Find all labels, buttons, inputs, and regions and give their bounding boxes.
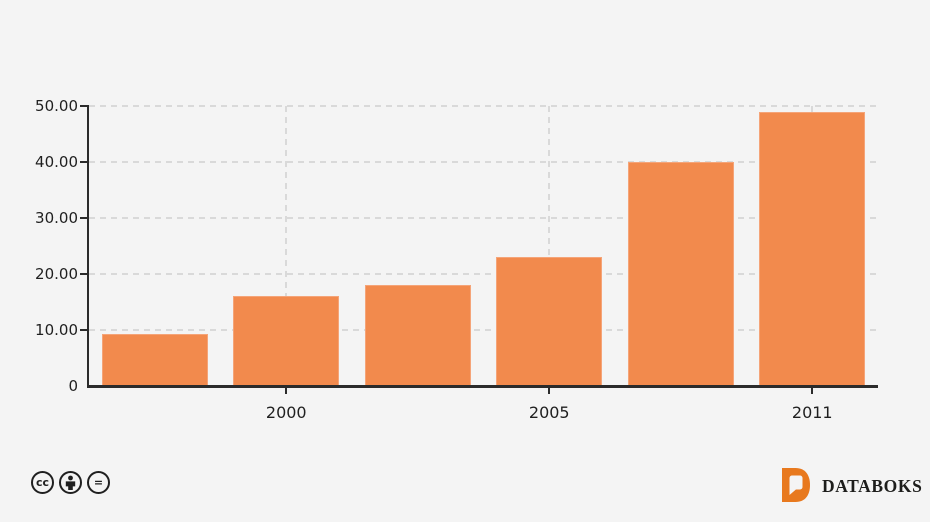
plot-area [87,105,878,388]
databoks-logo-icon [782,468,810,502]
y-axis-label-20: 20.00 [35,265,78,283]
y-axis-label-50: 50.00 [35,97,78,115]
y-axis-label-0: 0 [68,377,78,395]
bar-1[interactable] [101,334,208,386]
attribution-person-icon [59,471,82,494]
creative-commons-icon: cc [31,471,54,494]
equal-sign-icon: = [87,471,110,494]
x-axis-line [87,385,878,388]
y-tick-40 [80,161,88,163]
x-tick-2005 [548,387,551,394]
gridline-h-10 [89,329,878,331]
x-axis-label-2000: 2000 [265,403,307,422]
bar-5[interactable] [627,162,734,386]
y-tick-10 [80,329,88,331]
y-tick-30 [80,217,88,219]
bar-4[interactable] [496,257,603,386]
x-tick-2000 [285,387,288,394]
gridline-h-50 [89,105,878,107]
databoks-logo[interactable]: DATABOKS [779,466,922,504]
y-axis-label-10: 10.00 [35,321,78,339]
x-tick-2011 [811,387,814,394]
bar-6[interactable] [759,111,866,386]
license-icons: cc = [31,471,110,494]
bar-3[interactable] [364,285,471,386]
y-axis-label-40: 40.00 [35,153,78,171]
gridline-h-30 [89,217,878,219]
gridline-h-40 [89,161,878,163]
y-tick-20 [80,273,88,275]
bar-2[interactable] [233,296,340,386]
y-tick-50 [80,105,88,107]
y-axis-label-30: 30.00 [35,209,78,227]
gridline-h-20 [89,273,878,275]
y-axis-line [87,105,89,388]
gridline-v-2000 [285,106,288,386]
gridline-v-2005 [548,106,551,386]
x-axis-label-2011: 2011 [791,403,833,422]
x-axis-label-2005: 2005 [528,403,570,422]
databoks-logo-text: DATABOKS [822,476,923,496]
